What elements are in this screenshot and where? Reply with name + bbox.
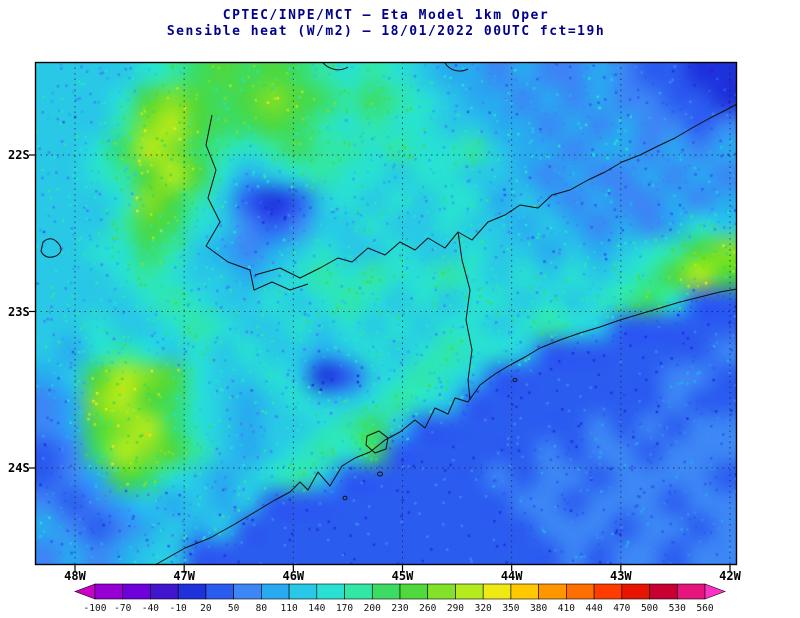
river-top-1 xyxy=(322,62,349,71)
colorbar-tick-label: 110 xyxy=(281,603,298,614)
lon-label-44w: 44W xyxy=(500,569,523,583)
lat-label-24s: 24S xyxy=(8,461,30,475)
coastline xyxy=(154,288,738,566)
map-area xyxy=(29,61,738,571)
lake-outline xyxy=(40,238,62,258)
island-outline xyxy=(365,430,389,454)
colorbar-tick-label: 320 xyxy=(475,603,492,614)
colorbar-segment xyxy=(593,583,623,600)
colorbar-tick-label: -40 xyxy=(142,603,159,614)
sensible-heat-raster xyxy=(35,62,737,565)
colorbar-segment xyxy=(566,583,595,600)
geography-lines xyxy=(40,62,738,566)
chart-title-line1: CPTEC/INPE/MCT — Eta Model 1km Oper xyxy=(222,8,550,23)
colorbar-tick-label: 380 xyxy=(530,603,547,614)
lat-label-23s: 23S xyxy=(8,304,30,319)
colorbar-arrow-high xyxy=(704,583,726,600)
axis-ticks xyxy=(29,154,731,571)
colorbar-segment xyxy=(122,583,151,600)
colorbar-segment xyxy=(676,583,706,600)
lon-label-45w: 45W xyxy=(391,569,414,583)
colorbar-segment xyxy=(316,583,345,600)
colorbar-segment xyxy=(205,583,234,600)
map-frame xyxy=(34,61,738,566)
colorbar-tick-label: -70 xyxy=(114,603,131,614)
colorbar-segment xyxy=(94,583,124,600)
colorbar-tick-label: 470 xyxy=(613,603,630,614)
state-boundary-west xyxy=(205,114,309,291)
chart-title-line2: Sensible heat (W/m2) — 18/01/2022 00UTC … xyxy=(166,24,606,39)
lon-label-43w: 43W xyxy=(609,569,632,583)
colorbar-tick-label: 500 xyxy=(641,603,658,614)
colorbar-segment xyxy=(177,583,207,600)
islet-icon xyxy=(377,471,383,477)
colorbar-tick-label: 560 xyxy=(696,603,713,614)
colorbar-tick-label: 260 xyxy=(419,603,436,614)
state-boundary-east xyxy=(457,231,473,401)
colorbar-tick-label: 200 xyxy=(364,603,381,614)
colorbar-tick-label: 50 xyxy=(228,603,240,614)
colorbar-segment xyxy=(538,583,567,600)
colorbar-segment xyxy=(649,583,678,600)
colorbar-tick-label: 350 xyxy=(502,603,519,614)
colorbar-tick-label: 290 xyxy=(447,603,464,614)
lat-label-22s: 22S xyxy=(8,148,30,162)
colorbar-tick-label: 440 xyxy=(586,603,603,614)
colorbar-tick-label: 230 xyxy=(391,603,408,614)
lon-label-46w: 46W xyxy=(282,569,305,583)
colorbar-tick-label: 170 xyxy=(336,603,353,614)
colorbar-arrow-low xyxy=(74,583,96,600)
islet-icon xyxy=(512,377,518,383)
colorbar-segment xyxy=(621,583,650,600)
graticule-gridlines xyxy=(35,62,737,565)
river-top-2 xyxy=(444,62,469,72)
islet-icon xyxy=(342,495,348,501)
colorbar-tick-label: -100 xyxy=(84,603,107,614)
colorbar-segment xyxy=(510,583,539,600)
colorbar-tick-label: -10 xyxy=(170,603,187,614)
colorbar-segment xyxy=(150,583,179,600)
colorbar-segment xyxy=(399,583,429,600)
colorbar-segment xyxy=(482,583,512,600)
lon-label-42w: 42W xyxy=(719,569,741,583)
colorbar: -100 -70 -40 -10 20 50 80 110 140 170 200 230 260 290… xyxy=(74,583,726,614)
colorbar-tick-label: 410 xyxy=(558,603,575,614)
colorbar-segment xyxy=(427,583,456,600)
chart-titles: CPTEC/INPE/MCT — Eta Model 1km Oper Sens… xyxy=(0,8,772,40)
colorbar-segment xyxy=(371,583,401,600)
state-boundary-north xyxy=(254,103,738,279)
map-overlay xyxy=(29,61,738,571)
lon-label-47w: 47W xyxy=(173,569,195,583)
lon-label-48w: 48W xyxy=(64,569,86,583)
colorbar-segment xyxy=(455,583,484,600)
colorbar-segment xyxy=(288,583,318,600)
colorbar-segment xyxy=(233,583,262,600)
colorbar-tick-label: 140 xyxy=(308,603,325,614)
colorbar-segment xyxy=(261,583,290,600)
colorbar-tick-label: 530 xyxy=(669,603,686,614)
colorbar-tick-label: 80 xyxy=(256,603,268,614)
colorbar-tick-label: 20 xyxy=(200,603,212,614)
colorbar-segment xyxy=(344,583,373,600)
